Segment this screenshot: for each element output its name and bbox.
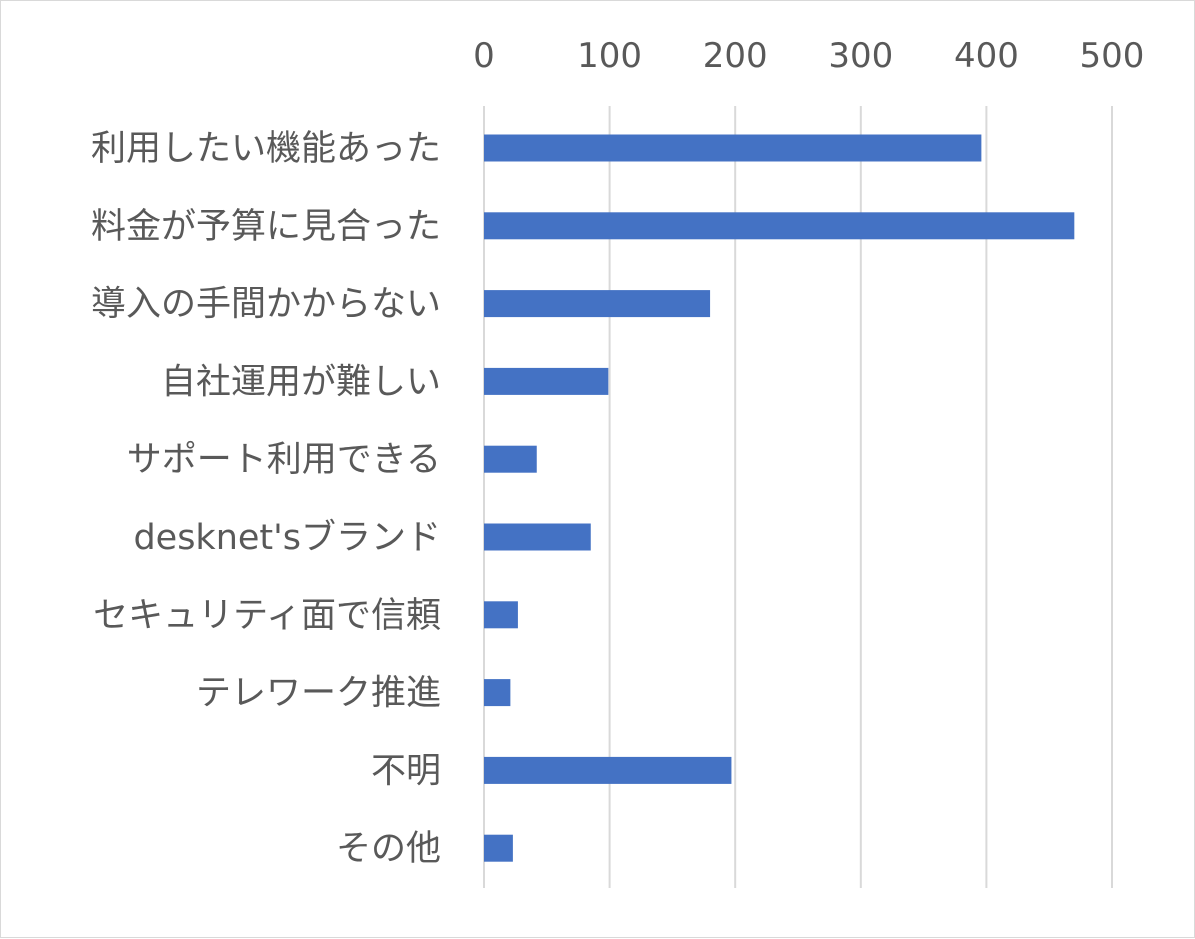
bar-6 [484,523,591,551]
category-label-9: 不明 [371,751,441,791]
category-label-7: セキュリティ面で信頼 [93,596,441,636]
category-label-5: サポート利用できる [127,440,441,480]
x-tick-label-100: 100 [577,36,642,76]
bar-3 [484,290,711,318]
category-label-1: 利用したい機能あった [91,129,441,169]
category-label-3: 導入の手間かからない [91,285,441,325]
bars [484,134,1075,862]
category-label-10: その他 [336,829,441,869]
bar-4 [484,367,609,395]
x-tick-label-500: 500 [1080,36,1145,76]
bar-10 [484,834,513,862]
x-axis-ticks: 0 100 200 300 400 500 [473,36,1144,76]
x-tick-label-0: 0 [473,36,495,76]
x-tick-label-400: 400 [954,36,1019,76]
bar-1 [484,134,982,162]
category-labels: 利用したい機能あった料金が予算に見合った導入の手間かからない自社運用が難しいサポ… [91,129,441,869]
category-label-8: テレワーク推進 [196,674,441,714]
bar-2 [484,212,1075,240]
category-label-4: 自社運用が難しい [161,362,441,402]
category-label-2: 料金が予算に見合った [91,207,441,247]
bar-7 [484,601,518,629]
x-tick-label-200: 200 [703,36,768,76]
bar-5 [484,445,537,473]
bar-8 [484,679,511,707]
bar-9 [484,756,732,784]
x-tick-label-300: 300 [828,36,893,76]
category-label-6: desknet'sブランド [133,518,441,558]
